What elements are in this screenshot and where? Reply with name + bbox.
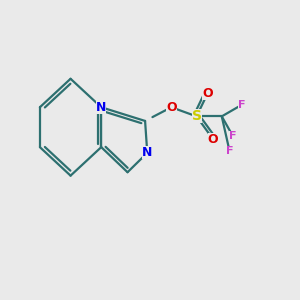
Text: F: F [238,100,245,110]
Text: N: N [96,101,106,114]
Text: O: O [202,87,213,100]
Text: O: O [166,101,177,114]
Text: F: F [229,131,236,141]
Text: O: O [208,133,218,146]
Text: N: N [142,146,152,159]
Text: S: S [192,110,202,123]
Text: F: F [226,146,233,156]
